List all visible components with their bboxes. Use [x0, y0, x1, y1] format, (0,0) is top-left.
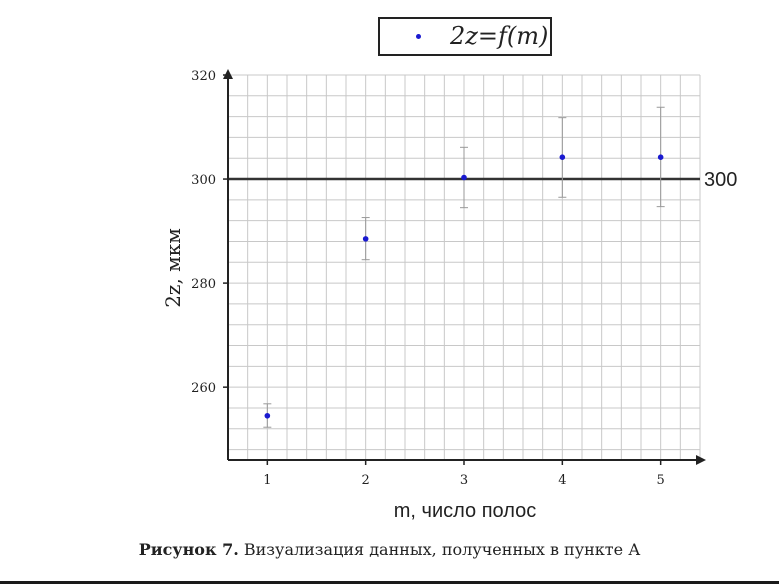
y-tick-label: 320	[191, 69, 216, 84]
caption-label: Рисунок 7.	[138, 540, 239, 559]
legend: 2z=f(m)	[378, 17, 552, 56]
y-axis-arrow	[223, 69, 233, 79]
y-tick-label: 280	[191, 277, 216, 292]
y-axis-label: 2z, мкм	[161, 228, 185, 308]
reference-line-label: 300	[704, 169, 737, 191]
x-tick-label: 1	[263, 473, 271, 488]
tick-labels: 1 2 3 4 5 260 280 300 320	[191, 69, 665, 488]
data-point	[657, 154, 664, 161]
x-tick-label: 4	[558, 473, 566, 488]
caption-text: Визуализация данных, полученных в пункте…	[243, 540, 641, 559]
grid	[227, 74, 701, 460]
x-tick-label: 5	[657, 473, 665, 488]
page-divider	[0, 581, 779, 584]
figure-caption: Рисунок 7. Визуализация данных, полученн…	[0, 540, 779, 559]
data-point	[264, 412, 271, 419]
data-points	[264, 154, 664, 419]
x-axis-arrow	[696, 455, 706, 465]
data-point	[362, 236, 369, 242]
x-tick-label: 2	[362, 473, 370, 488]
x-tick-label: 3	[460, 473, 468, 488]
legend-label: 2z=f(m)	[450, 22, 549, 50]
data-point	[559, 154, 566, 161]
y-tick-label: 260	[191, 381, 216, 396]
x-axis-label: m, число полос	[394, 500, 536, 522]
data-point	[461, 174, 467, 181]
y-tick-label: 300	[191, 173, 216, 188]
legend-marker	[416, 34, 421, 39]
